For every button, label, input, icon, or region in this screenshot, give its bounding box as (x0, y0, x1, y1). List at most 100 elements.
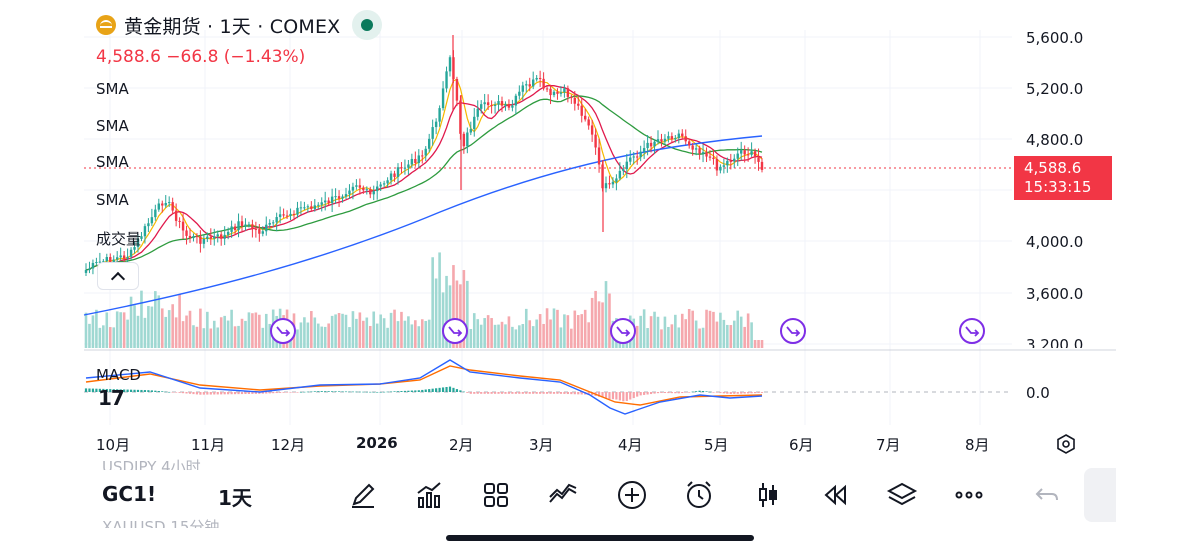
macd-histogram-bar (667, 392, 670, 394)
layers-icon[interactable] (885, 478, 919, 512)
pen-icon[interactable] (346, 478, 380, 512)
undo-icon[interactable] (1032, 480, 1062, 510)
candle (691, 145, 694, 150)
volume-bar (251, 313, 254, 348)
symbol-button[interactable]: GC1! (102, 482, 157, 506)
volume-bar (708, 310, 712, 348)
indicator-label-sma-3[interactable]: SMA (96, 153, 129, 171)
candle (112, 259, 115, 263)
macd-histogram-bar (695, 391, 698, 392)
volume-bar (403, 320, 407, 348)
volume-bar (122, 312, 126, 348)
macd-histogram-bar (608, 392, 611, 400)
compare-icon[interactable] (546, 478, 580, 512)
macd-histogram-bar (279, 392, 282, 393)
signal-line (85, 365, 763, 406)
macd-histogram-bar (577, 392, 580, 395)
event-marker[interactable] (610, 318, 636, 344)
macd-histogram-bar (296, 392, 299, 393)
interval-button[interactable]: 1天 (218, 486, 252, 510)
event-marker[interactable] (270, 318, 296, 344)
macd-histogram-bar (636, 392, 639, 397)
macd-histogram-bar (722, 392, 725, 394)
indicator-label-volume[interactable]: 成交量 (96, 230, 142, 248)
replay-icon[interactable] (817, 478, 851, 512)
candle (698, 148, 701, 154)
candle (746, 154, 750, 156)
indicator-label-sma-4[interactable]: SMA (96, 191, 129, 209)
volume-bar (303, 317, 306, 348)
volume-bar (143, 317, 147, 348)
macd-histogram-bar (445, 387, 448, 392)
candle (344, 194, 348, 197)
indicator-label-macd[interactable]: MACD (96, 366, 141, 384)
volume-bar (743, 326, 746, 348)
volume-bar (157, 295, 161, 348)
candle (278, 214, 282, 218)
macd-histogram-bar (188, 392, 192, 394)
macd-histogram-bar (729, 392, 732, 394)
candle (240, 221, 244, 227)
macd-histogram-bar (365, 391, 368, 393)
candle (161, 203, 164, 206)
macd-histogram-bar (552, 392, 556, 394)
volume-bar (511, 326, 514, 348)
plus-circle-icon[interactable] (615, 478, 649, 512)
event-marker[interactable] (780, 318, 806, 344)
macd-histogram-bar (317, 391, 320, 392)
indicator-label-sma-1[interactable]: SMA (96, 80, 129, 98)
candle-icon[interactable] (751, 478, 785, 512)
macd-histogram-bar (611, 392, 615, 400)
candle (681, 133, 684, 137)
candle (577, 103, 580, 106)
volume-bar (150, 306, 154, 348)
grid-icon[interactable] (479, 478, 513, 512)
volume-bar (178, 294, 181, 348)
volume-bar (524, 308, 528, 348)
candle (261, 231, 264, 234)
macd-histogram-bar (698, 390, 701, 392)
macd-histogram-bar (452, 387, 455, 392)
event-marker[interactable] (442, 318, 468, 344)
candle (282, 214, 285, 216)
market-status-icon[interactable] (352, 10, 383, 40)
macd-histogram-bar (341, 391, 344, 393)
macd-histogram-bar (677, 392, 680, 394)
indicators-icon[interactable] (412, 478, 446, 512)
candle (296, 207, 299, 215)
volume-bar (226, 320, 230, 348)
chart-settings-icon[interactable] (1055, 433, 1077, 455)
symbol-title[interactable]: 黄金期货 · 1天 · COMEX (124, 15, 341, 38)
time-tick: 2月 (449, 436, 474, 454)
candle (615, 178, 618, 182)
candle (663, 138, 667, 142)
macd-histogram-bar (161, 391, 164, 392)
candle (528, 84, 531, 87)
collapse-indicators-button[interactable] (97, 262, 139, 290)
volume-bar (330, 315, 334, 348)
macd-histogram-bar (185, 392, 188, 394)
more-icon[interactable] (952, 478, 986, 512)
candle (455, 78, 459, 101)
volume-bar (209, 328, 213, 348)
candle (313, 205, 316, 210)
volume-bar (389, 312, 393, 348)
volume-bar (316, 323, 320, 348)
candle (133, 247, 136, 250)
alarm-icon[interactable] (682, 478, 716, 512)
event-marker[interactable] (959, 318, 985, 344)
macd-histogram-bar (272, 392, 275, 394)
volume-bar (670, 324, 674, 348)
candle (653, 141, 656, 147)
candle (337, 196, 341, 199)
candle (719, 166, 722, 171)
indicator-label-sma-2[interactable]: SMA (96, 117, 129, 135)
candle (629, 157, 632, 162)
candle (757, 157, 760, 162)
volume-bar (129, 296, 133, 348)
macd-histogram-bar (209, 392, 212, 395)
macd-histogram-bar (511, 392, 514, 394)
toolbar-overflow-button[interactable] (1084, 468, 1116, 522)
candle (154, 209, 157, 218)
